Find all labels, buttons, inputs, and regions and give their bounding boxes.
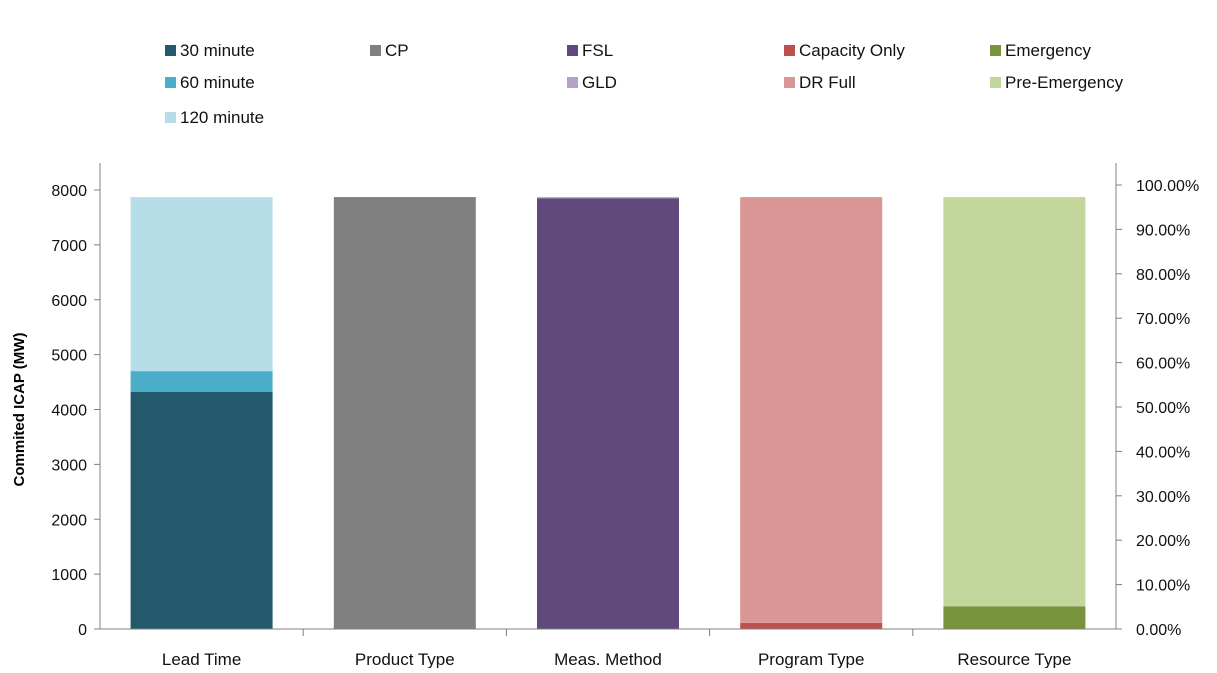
y-tick-label: 5000 [51, 348, 87, 365]
y2-tick-label: 10.00% [1136, 578, 1190, 595]
y-tick-label: 0 [78, 622, 87, 639]
bar-segment-emergency-resource-type [943, 606, 1086, 629]
legend-item-pre-emergency: Pre-Emergency [990, 73, 1124, 92]
bar-segment-120-minute-lead-time [130, 197, 273, 372]
bar-segment-gld-meas-method [537, 197, 679, 199]
legend-swatch [784, 77, 795, 88]
legend-label: GLD [582, 73, 617, 92]
y2-tick-label: 0.00% [1136, 622, 1181, 639]
x-tick-label-meas-method: Meas. Method [554, 650, 662, 668]
bars [130, 197, 1086, 629]
y-tick-label: 8000 [51, 183, 87, 200]
bar-segment-30-minute-lead-time [130, 391, 273, 629]
legend-item-fsl: FSL [567, 41, 613, 60]
y2-tick-label: 40.00% [1136, 444, 1190, 461]
bar-segment-cp-product-type [333, 197, 476, 629]
y-tick-label: 3000 [51, 457, 87, 474]
y-tick-label: 7000 [51, 238, 87, 255]
y-tick-label: 4000 [51, 403, 87, 420]
legend-item-60-minute: 60 minute [165, 73, 255, 92]
legend-item-cp: CP [370, 41, 409, 60]
legend-swatch [165, 112, 176, 123]
legend-label: 60 minute [180, 73, 255, 92]
legend-item-emergency: Emergency [990, 41, 1091, 60]
y2-tick-label: 50.00% [1136, 400, 1190, 417]
legend-item-capacity-only: Capacity Only [784, 41, 905, 60]
y-axis-title: Commited ICAP (MW) [11, 333, 28, 487]
legend-swatch [990, 45, 1001, 56]
x-tick-label-product-type: Product Type [355, 650, 455, 668]
x-tick-label-resource-type: Resource Type [957, 650, 1071, 668]
legend-swatch [370, 45, 381, 56]
bar-segment-fsl-meas-method [537, 198, 679, 629]
y2-tick-label: 70.00% [1136, 311, 1190, 328]
legend-label: CP [385, 41, 409, 60]
y-tick-label: 6000 [51, 293, 87, 310]
legend-swatch [784, 45, 795, 56]
y2-tick-label: 30.00% [1136, 489, 1190, 506]
y2-tick-label: 90.00% [1136, 222, 1190, 239]
legend-label: Emergency [1005, 41, 1091, 60]
x-tick-label-lead-time: Lead Time [162, 650, 241, 668]
legend-label: 120 minute [180, 108, 264, 127]
y2-tick-label: 80.00% [1136, 267, 1190, 284]
legend-label: 30 minute [180, 41, 255, 60]
y-tick-label: 1000 [51, 567, 87, 584]
legend-swatch [990, 77, 1001, 88]
y2-tick-label: 100.00% [1136, 178, 1199, 195]
legend: 30 minute 60 minute 120 minute CP FSL GLD Capa… [165, 41, 1124, 127]
bar-segment-dr-full-program-type [740, 197, 883, 623]
bar-segment-60-minute-lead-time [130, 371, 273, 392]
legend-item-gld: GLD [567, 73, 617, 92]
legend-label: FSL [582, 41, 613, 60]
legend-label: Pre-Emergency [1005, 73, 1124, 92]
legend-label: Capacity Only [799, 41, 905, 60]
legend-swatch [567, 77, 578, 88]
axes: 0 1000 2000 3000 4000 5000 6000 7000 8000 0.00% 10… [11, 163, 1199, 669]
legend-swatch [165, 45, 176, 56]
y2-tick-label: 60.00% [1136, 356, 1190, 373]
legend-swatch [567, 45, 578, 56]
legend-item-30-minute: 30 minute [165, 41, 255, 60]
bar-segment-pre-emergency-resource-type [943, 197, 1086, 607]
bar-segment-capacity-only-program-type [740, 623, 883, 629]
y-tick-label: 2000 [51, 512, 87, 529]
y2-tick-label: 20.00% [1136, 533, 1190, 550]
x-tick-label-program-type: Program Type [758, 650, 864, 668]
legend-item-120-minute: 120 minute [165, 108, 264, 127]
legend-item-dr-full: DR Full [784, 73, 856, 92]
legend-label: DR Full [799, 73, 856, 92]
legend-swatch [165, 77, 176, 88]
